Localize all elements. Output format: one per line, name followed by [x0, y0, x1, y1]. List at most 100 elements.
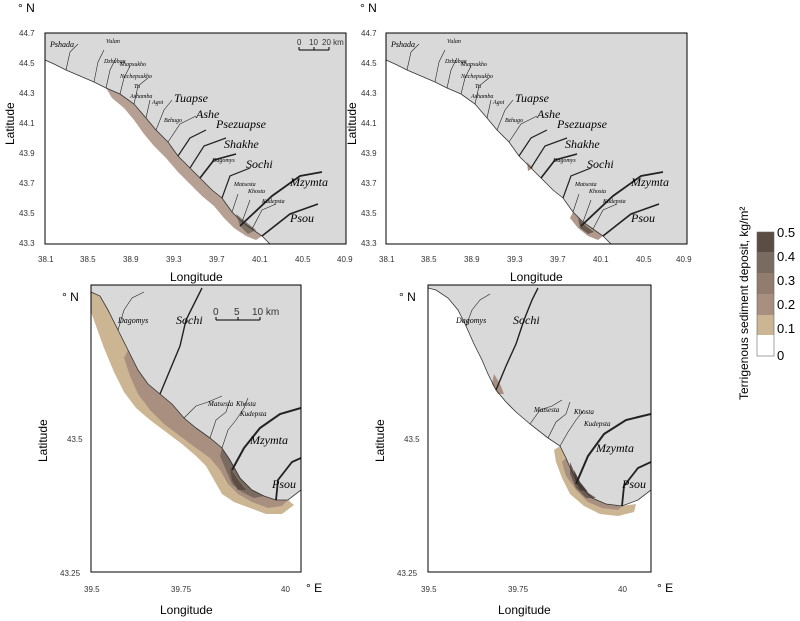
svg-text:10 km: 10 km	[252, 307, 279, 318]
svg-text:Agoi: Agoi	[492, 100, 505, 106]
svg-text:38.1: 38.1	[38, 255, 54, 264]
coastline	[91, 291, 301, 501]
svg-text:39.75: 39.75	[508, 585, 529, 594]
svg-text:43.5: 43.5	[19, 209, 35, 218]
svg-text:Mzymta: Mzymta	[595, 441, 634, 455]
legend-swatch-0.1	[757, 315, 774, 335]
east-label: ° E	[306, 581, 322, 595]
svg-text:Tu: Tu	[475, 84, 481, 90]
svg-text:Agoi: Agoi	[151, 100, 164, 106]
svg-text:Shakhe: Shakhe	[565, 137, 600, 151]
svg-text:43.3: 43.3	[361, 239, 377, 248]
svg-text:39.5: 39.5	[421, 585, 437, 594]
svg-text:44.3: 44.3	[19, 89, 35, 98]
svg-text:Mzymta: Mzymta	[630, 175, 669, 189]
svg-text:Kudepsta: Kudepsta	[583, 420, 611, 428]
svg-text:20 km: 20 km	[322, 38, 344, 47]
svg-text:Kudepsta: Kudepsta	[602, 199, 626, 205]
svg-text:38.5: 38.5	[421, 255, 437, 264]
svg-text:43.5: 43.5	[404, 435, 420, 444]
svg-text:Vulan: Vulan	[447, 39, 461, 45]
svg-text:Psou: Psou	[621, 477, 646, 491]
svg-text:38.1: 38.1	[379, 255, 395, 264]
river-labels: Dagomys Sochi Matsesta Khosta Kudepsta M…	[455, 313, 646, 491]
svg-text:43.25: 43.25	[397, 569, 418, 578]
svg-text:Tuapse: Tuapse	[174, 91, 209, 105]
svg-text:Sochi: Sochi	[176, 313, 203, 327]
land-area	[45, 33, 346, 244]
svg-text:Matsesta: Matsesta	[533, 406, 560, 414]
svg-text:43.25: 43.25	[60, 569, 81, 578]
svg-text:5: 5	[234, 307, 240, 318]
svg-text:Psezuapse: Psezuapse	[215, 117, 267, 131]
svg-text:0: 0	[213, 307, 219, 318]
svg-text:Khosta: Khosta	[588, 189, 606, 195]
map-frame	[385, 32, 688, 245]
legend-swatch-0.5	[757, 232, 774, 252]
sediment-darkest	[230, 468, 246, 490]
svg-text:40.9: 40.9	[676, 255, 692, 264]
legend-swatch-0.3	[757, 273, 774, 294]
svg-text:Sochi: Sochi	[246, 157, 273, 171]
svg-text:Psou: Psou	[630, 211, 655, 225]
svg-text:Pshada: Pshada	[390, 40, 415, 49]
svg-text:Khosta: Khosta	[235, 400, 256, 408]
svg-text:Sochi: Sochi	[587, 157, 614, 171]
svg-text:43.9: 43.9	[361, 149, 377, 158]
x-axis-label: Longitude	[160, 603, 213, 617]
svg-text:40: 40	[618, 585, 627, 594]
svg-text:0.5: 0.5	[777, 225, 795, 240]
svg-text:Khosta: Khosta	[573, 408, 594, 416]
svg-text:Bzhugo: Bzhugo	[505, 118, 523, 124]
svg-text:43.5: 43.5	[67, 435, 83, 444]
svg-text:40.1: 40.1	[593, 255, 609, 264]
svg-text:Dagomys: Dagomys	[211, 158, 235, 164]
sediment-deposit-dark	[578, 218, 594, 234]
map-frame	[90, 284, 302, 573]
land-area	[91, 285, 301, 500]
svg-text:43.5: 43.5	[361, 209, 377, 218]
svg-text:Dzhubga: Dzhubga	[103, 59, 126, 65]
svg-text:44.5: 44.5	[361, 59, 377, 68]
map-frame	[427, 284, 652, 573]
svg-text:39.7: 39.7	[550, 255, 566, 264]
svg-text:Bzhugo: Bzhugo	[164, 118, 182, 124]
land-area	[428, 285, 651, 506]
x-axis-label: Longitude	[170, 270, 223, 284]
svg-text:44.5: 44.5	[19, 59, 35, 68]
svg-text:Shakhe: Shakhe	[224, 137, 259, 151]
svg-text:Ashe: Ashe	[195, 107, 220, 121]
svg-text:Psou: Psou	[289, 211, 314, 225]
svg-text:43.7: 43.7	[361, 179, 377, 188]
svg-text:39.3: 39.3	[166, 255, 182, 264]
svg-text:40: 40	[281, 585, 290, 594]
svg-text:Ashamba: Ashamba	[129, 94, 152, 100]
svg-text:Matsesta: Matsesta	[207, 400, 234, 408]
svg-text:Ashe: Ashe	[536, 107, 561, 121]
x-axis-label: Longitude	[510, 270, 563, 284]
river-labels: Pshada Vulan Dzhubga Shapsukho Nechepsuk…	[390, 39, 669, 225]
svg-text:39.3: 39.3	[507, 255, 523, 264]
svg-text:Vulan: Vulan	[106, 39, 120, 45]
map-bottom-right: Dagomys Sochi Matsesta Khosta Kudepsta M…	[373, 284, 673, 617]
svg-text:38.9: 38.9	[464, 255, 480, 264]
map-top-right: Pshada Vulan Dzhubga Shapsukho Nechepsuk…	[345, 1, 692, 284]
svg-text:39.75: 39.75	[171, 585, 192, 594]
svg-text:40.5: 40.5	[295, 255, 311, 264]
svg-text:Nechepsukho: Nechepsukho	[460, 74, 493, 80]
svg-text:0.2: 0.2	[777, 297, 795, 312]
y-axis-label: Latitude	[373, 419, 387, 462]
svg-text:38.5: 38.5	[80, 255, 96, 264]
svg-text:Dagomys: Dagomys	[552, 158, 576, 164]
y-axis-label: Latitude	[3, 102, 17, 145]
color-legend: Terrigenous sediment deposit, kg/m² 0.5 …	[737, 207, 795, 400]
svg-text:43.7: 43.7	[19, 179, 35, 188]
rivers	[406, 43, 664, 237]
y-axis-label: Latitude	[345, 102, 359, 145]
scale-bar: 0 5 10 km	[213, 307, 279, 321]
svg-text:Tuapse: Tuapse	[515, 91, 550, 105]
sediment-deposit-dark	[236, 214, 256, 234]
svg-text:Shapsukho: Shapsukho	[461, 62, 487, 68]
svg-text:0: 0	[777, 348, 784, 363]
svg-text:39.5: 39.5	[84, 585, 100, 594]
